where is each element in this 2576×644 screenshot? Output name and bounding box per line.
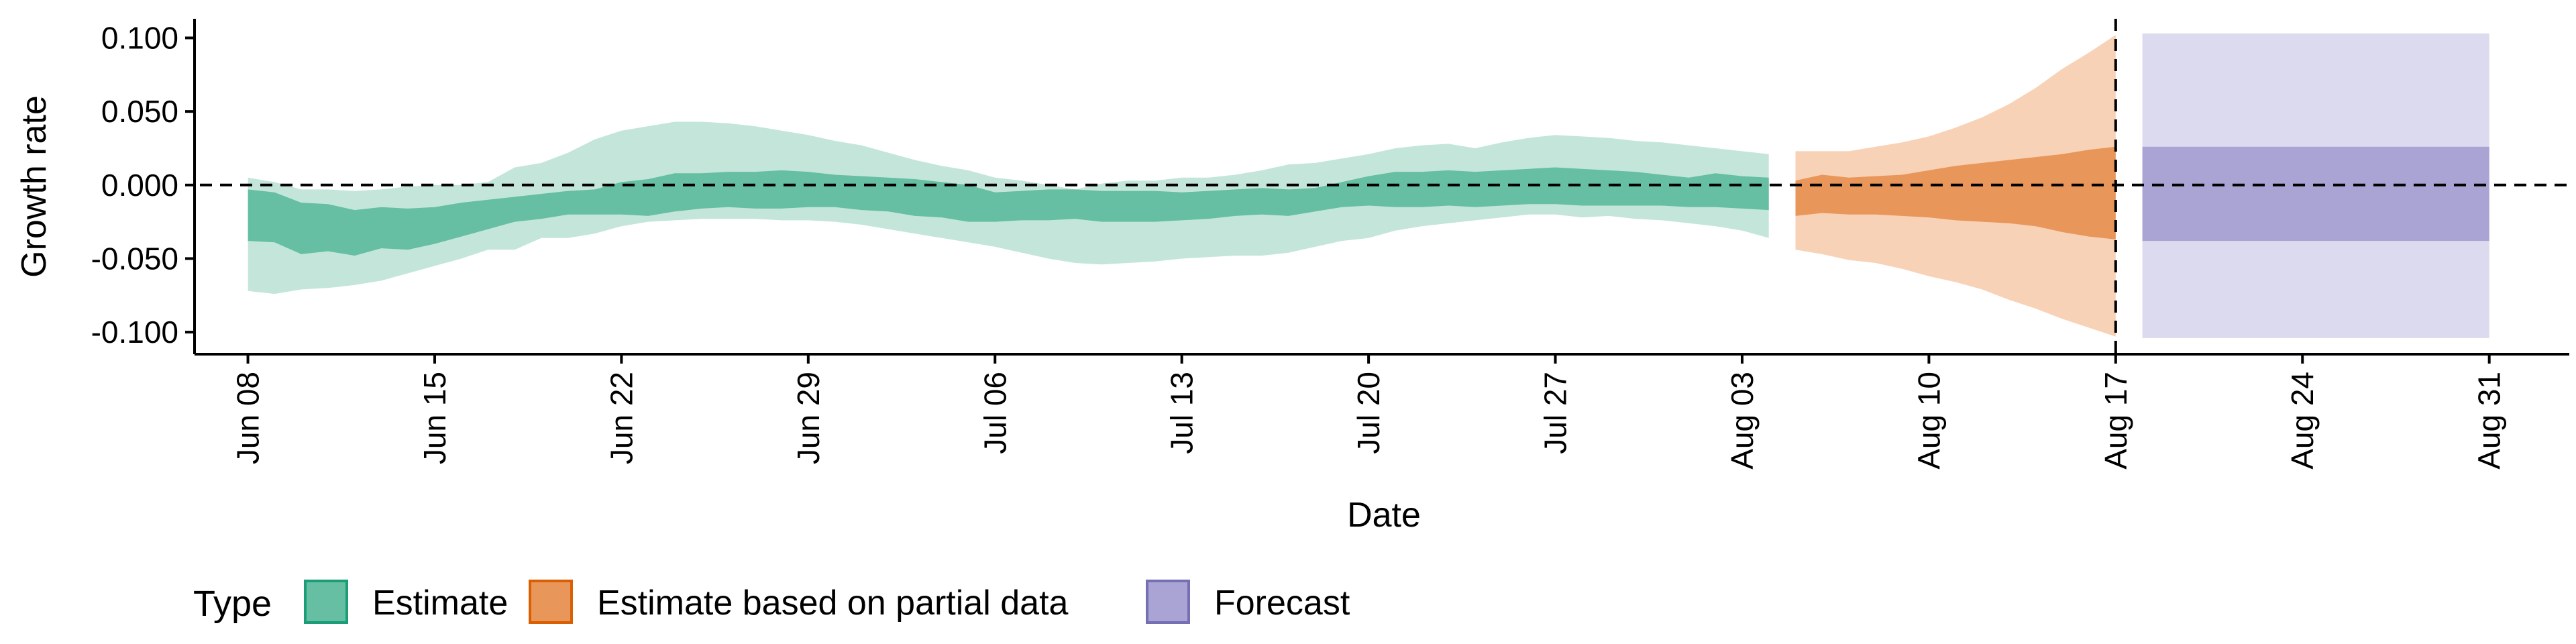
x-tick-label: Jun 29 (791, 372, 826, 464)
y-tick-label: -0.100 (91, 315, 178, 350)
plot-area (200, 19, 2569, 354)
x-tick-label: Jun 15 (417, 372, 452, 464)
legend-swatch (1146, 580, 1190, 624)
x-tick-label: Aug 10 (1911, 372, 1946, 470)
x-tick-label: Jun 08 (231, 372, 266, 464)
x-tick-label: Jul 27 (1538, 372, 1573, 454)
ribbon-50-series-2 (2142, 146, 2489, 241)
y-tick-label: 0.100 (101, 21, 178, 56)
x-axis-ticks: Jun 08 Jun 15 Jun 22 Jun 29 Jul 06 Jul 13 Jul … (231, 354, 2507, 470)
y-axis-title: Growth rate (15, 95, 54, 278)
y-tick-label: 0.000 (101, 168, 178, 203)
y-tick-label: 0.050 (101, 94, 178, 129)
x-tick-label: Jun 22 (604, 372, 639, 464)
x-tick-label: Jul 20 (1351, 372, 1386, 454)
legend-swatch (529, 580, 573, 624)
x-tick-label: Aug 31 (2472, 372, 2507, 470)
ribbon-50-series-1 (1795, 146, 2116, 239)
y-axis-ticks: 0.100 0.050 0.000 -0.050 -0.100 (91, 21, 195, 350)
legend-title: Type (193, 584, 272, 624)
x-tick-label: Jul 13 (1165, 372, 1199, 454)
x-tick-label: Aug 03 (1725, 372, 1760, 470)
legend-label: Estimate based on partial data (597, 584, 1069, 623)
legend-label: Estimate (372, 584, 508, 623)
x-tick-label: Aug 17 (2098, 372, 2133, 470)
x-tick-label: Jul 06 (977, 372, 1012, 454)
legend-label: Forecast (1214, 584, 1350, 623)
ribbon-50-series-0 (248, 167, 1769, 256)
x-tick-label: Aug 24 (2285, 372, 2320, 470)
legend-swatch (304, 580, 348, 624)
x-axis-title: Date (1347, 496, 1421, 535)
legend-items: Estimate Estimate based on partial data Fo… (304, 580, 1350, 624)
y-tick-label: -0.050 (91, 241, 178, 276)
legend: Type Estimate Estimate based on partial d… (193, 580, 1350, 624)
